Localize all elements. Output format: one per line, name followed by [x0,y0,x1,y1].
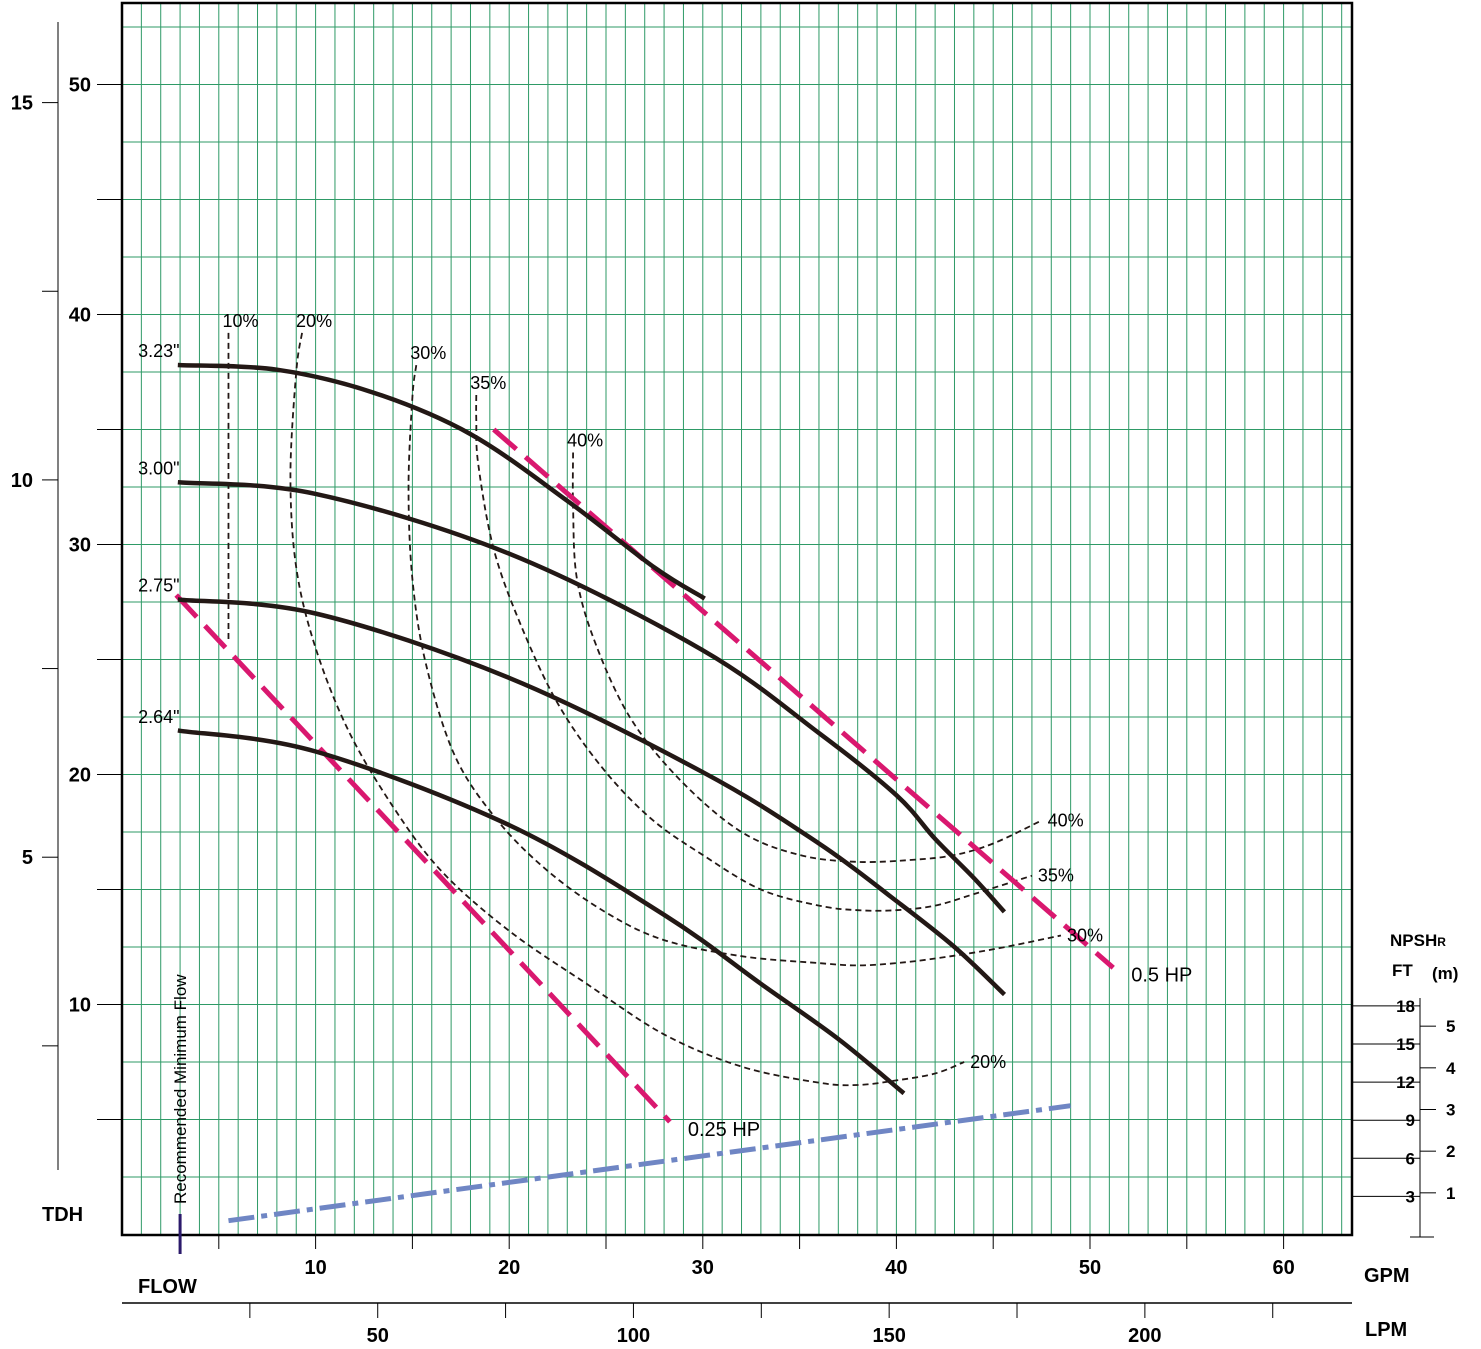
tdh-label: TDH [42,1204,83,1226]
x-tick-label-gpm: 20 [498,1257,520,1279]
y-tick-label-feet: 10 [69,995,91,1017]
y-tick-label-meters: 10 [11,470,33,492]
x-tick-label-lpm: 200 [1128,1325,1161,1347]
x-tick-label-lpm: 100 [617,1325,650,1347]
npsh-tick-label-m: 4 [1446,1059,1456,1078]
horsepower-line-0-25-hp [174,593,672,1124]
x-tick-label-gpm: 10 [304,1257,326,1279]
y-tick-label-feet: 40 [69,305,91,327]
efficiency-label-end-30: 30% [1067,926,1103,946]
npsh-title-subscript: R [1437,935,1446,949]
efficiency-label-top-40: 40% [567,431,603,451]
impeller-label-2-64: 2.64" [138,707,179,727]
x-axis-label-gpm: GPM [1364,1265,1410,1287]
x-tick-label-lpm: 50 [367,1325,389,1347]
x-tick-label-gpm: 30 [692,1257,714,1279]
y-tick-label-meters: 15 [11,93,33,115]
x-tick-label-gpm: 50 [1079,1257,1101,1279]
impeller-curve-3-00 [177,479,1007,914]
npsh-title: NPSHR [1390,931,1446,950]
horsepower-label-0-5-hp: 0.5 HP [1131,965,1192,987]
impeller-label-2-75: 2.75" [138,576,179,596]
y-tick-label-meters: 5 [22,847,33,869]
npsh-tick-label-m: 1 [1446,1184,1455,1203]
impeller-curve-3-23 [177,362,706,601]
labels: 10% 20% 20% 30% 30% 35% 35% 40% 40% 0.5 HP 0.25 HP… [138,311,1192,1204]
npsh-tick-label-ft: 18 [1396,997,1415,1016]
min-flow-label: Recommended Minimum Flow [171,974,190,1204]
efficiency-curve-40 [571,452,1042,863]
npsh-tick-label-ft: 3 [1406,1187,1415,1206]
curves [174,332,1115,1254]
x-tick-label-lpm: 150 [872,1325,905,1347]
npsh-tick-label-ft: 9 [1406,1111,1415,1130]
efficiency-label-end-40: 40% [1048,811,1084,831]
impeller-label-3-00: 3.00" [138,458,179,478]
npsh-ft-label: FT [1392,961,1413,980]
y-tick-label-feet: 50 [69,75,91,97]
impeller-label-3-23: 3.23" [138,341,179,361]
npsh-tick-label-m: 2 [1446,1142,1455,1161]
efficiency-label-top-10: 10% [222,311,258,331]
plot-frame [120,1,1354,1237]
y-tick-label-feet: 20 [69,765,91,787]
npsh-tick-label-m: 5 [1446,1017,1455,1036]
plot-grid [120,1,1354,1237]
efficiency-curve-20 [289,332,965,1087]
efficiency-curve-30 [407,364,1062,967]
x-tick-label-gpm: 60 [1272,1257,1294,1279]
y-tick-label-feet: 30 [69,535,91,557]
npsh-m-label: (m) [1432,964,1458,983]
horsepower-label-0-25-hp: 0.25 HP [688,1119,760,1141]
npshr-line [228,1103,1071,1224]
x-tick-label-gpm: 40 [885,1257,907,1279]
npsh-tick-label-m: 3 [1446,1101,1455,1120]
impeller-curve-2-75 [177,597,1007,997]
x-axis-label-lpm: LPM [1365,1319,1407,1341]
impeller-curve-2-64 [177,728,906,1096]
efficiency-label-top-30: 30% [410,343,446,363]
horsepower-line-0-5-hp [492,427,1115,970]
efficiency-label-end-35: 35% [1038,866,1074,886]
npsh-tick-label-ft: 12 [1396,1073,1415,1092]
efficiency-label-end-20: 20% [970,1052,1006,1072]
efficiency-label-top-20: 20% [296,311,332,331]
npsh-tick-label-ft: 6 [1406,1149,1415,1168]
flow-label: FLOW [138,1276,197,1298]
npsh-tick-label-ft: 15 [1396,1035,1415,1054]
efficiency-label-top-35: 35% [470,373,506,393]
